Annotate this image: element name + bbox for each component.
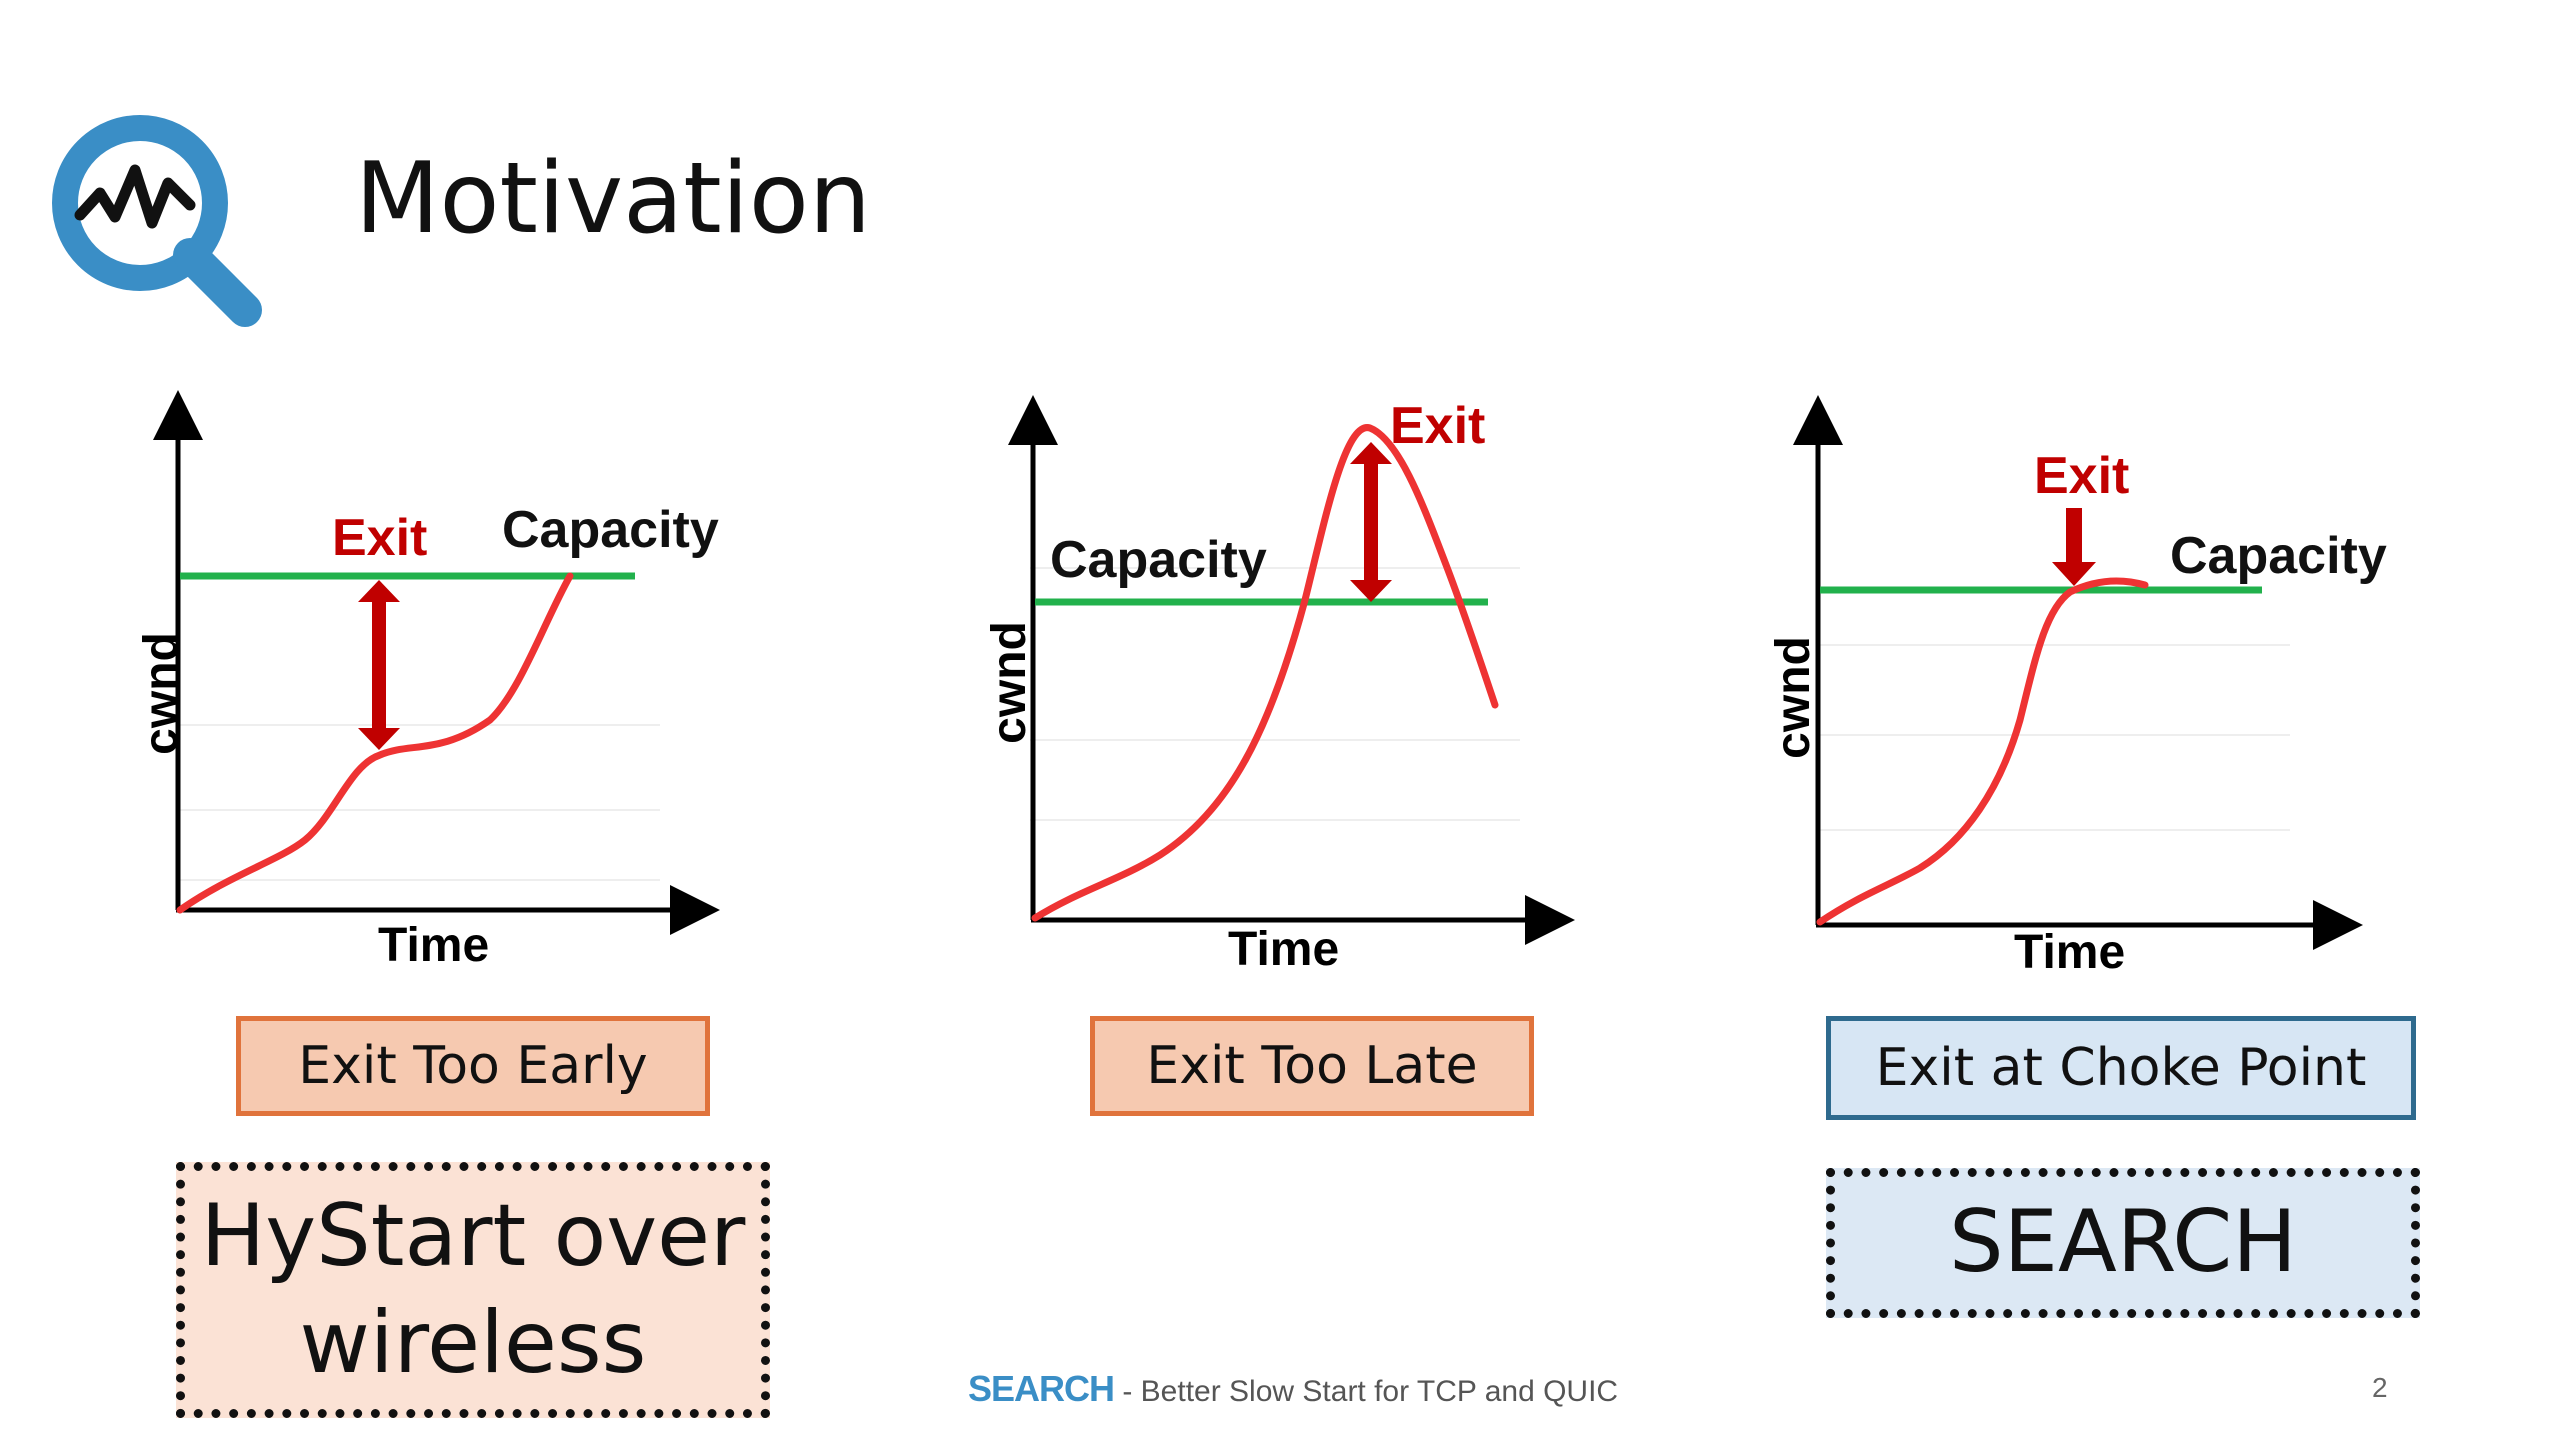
cwnd-diagram-choke: [1793, 395, 2363, 950]
exit-gap-arrow: [358, 580, 400, 750]
cwnd-curve: [1031, 424, 1499, 922]
cwnd-curve: [176, 572, 574, 914]
capacity-label: Capacity: [502, 501, 719, 559]
footer-subtitle: - Better Slow Start for TCP and QUIC: [1114, 1375, 1619, 1408]
exit-down-arrow: [2052, 508, 2096, 586]
y-axis-label: cwnd: [982, 621, 1036, 744]
footer-brand: SEARCH: [968, 1368, 1115, 1409]
result-box-choke-point: Exit at Choke Point: [1826, 1016, 2416, 1120]
x-axis-label: Time: [2014, 926, 2126, 979]
exit-label: Exit: [1390, 397, 1486, 455]
result-box-too-late: Exit Too Late: [1090, 1016, 1534, 1116]
cwnd-diagram-early: [153, 390, 720, 935]
cwnd-diagram-late: [1008, 395, 1575, 945]
page-title: Motivation: [355, 142, 871, 256]
result-label: Exit at Choke Point: [1875, 1038, 2367, 1098]
cwnd-curve: [1816, 577, 2149, 926]
result-label: Exit Too Early: [298, 1036, 648, 1096]
exit-label: Exit: [2034, 447, 2130, 505]
algorithm-box-hystart: HyStart over wireless: [176, 1162, 770, 1418]
algorithm-box-search: SEARCH: [1826, 1168, 2420, 1318]
page-number: 2: [2372, 1372, 2388, 1403]
exit-overshoot-arrow: [1350, 442, 1392, 602]
y-axis-label: cwnd: [134, 632, 188, 755]
algorithm-label-line1: HyStart over: [200, 1185, 746, 1286]
footer: SEARCH - Better Slow Start for TCP and Q…: [968, 1368, 1618, 1410]
x-axis-label: Time: [378, 919, 490, 972]
x-axis-label: Time: [1228, 923, 1340, 976]
exit-label: Exit: [332, 509, 428, 567]
panel-exit-at-choke-point: cwnd Time Exit Capacity: [1750, 395, 2430, 990]
result-box-too-early: Exit Too Early: [236, 1016, 710, 1116]
magnifier-pulse-icon: [52, 115, 262, 327]
result-label: Exit Too Late: [1146, 1036, 1478, 1096]
panel-exit-too-late: cwnd Time Exit Capacity: [960, 395, 1600, 990]
algorithm-label-line1: SEARCH: [1949, 1192, 2297, 1293]
capacity-label: Capacity: [1050, 531, 1267, 589]
capacity-label: Capacity: [2170, 527, 2387, 585]
algorithm-label-line2: wireless: [299, 1293, 647, 1393]
y-axis-label: cwnd: [1766, 636, 1820, 759]
panel-exit-too-early: cwnd Time Exit Capacity: [120, 370, 760, 990]
